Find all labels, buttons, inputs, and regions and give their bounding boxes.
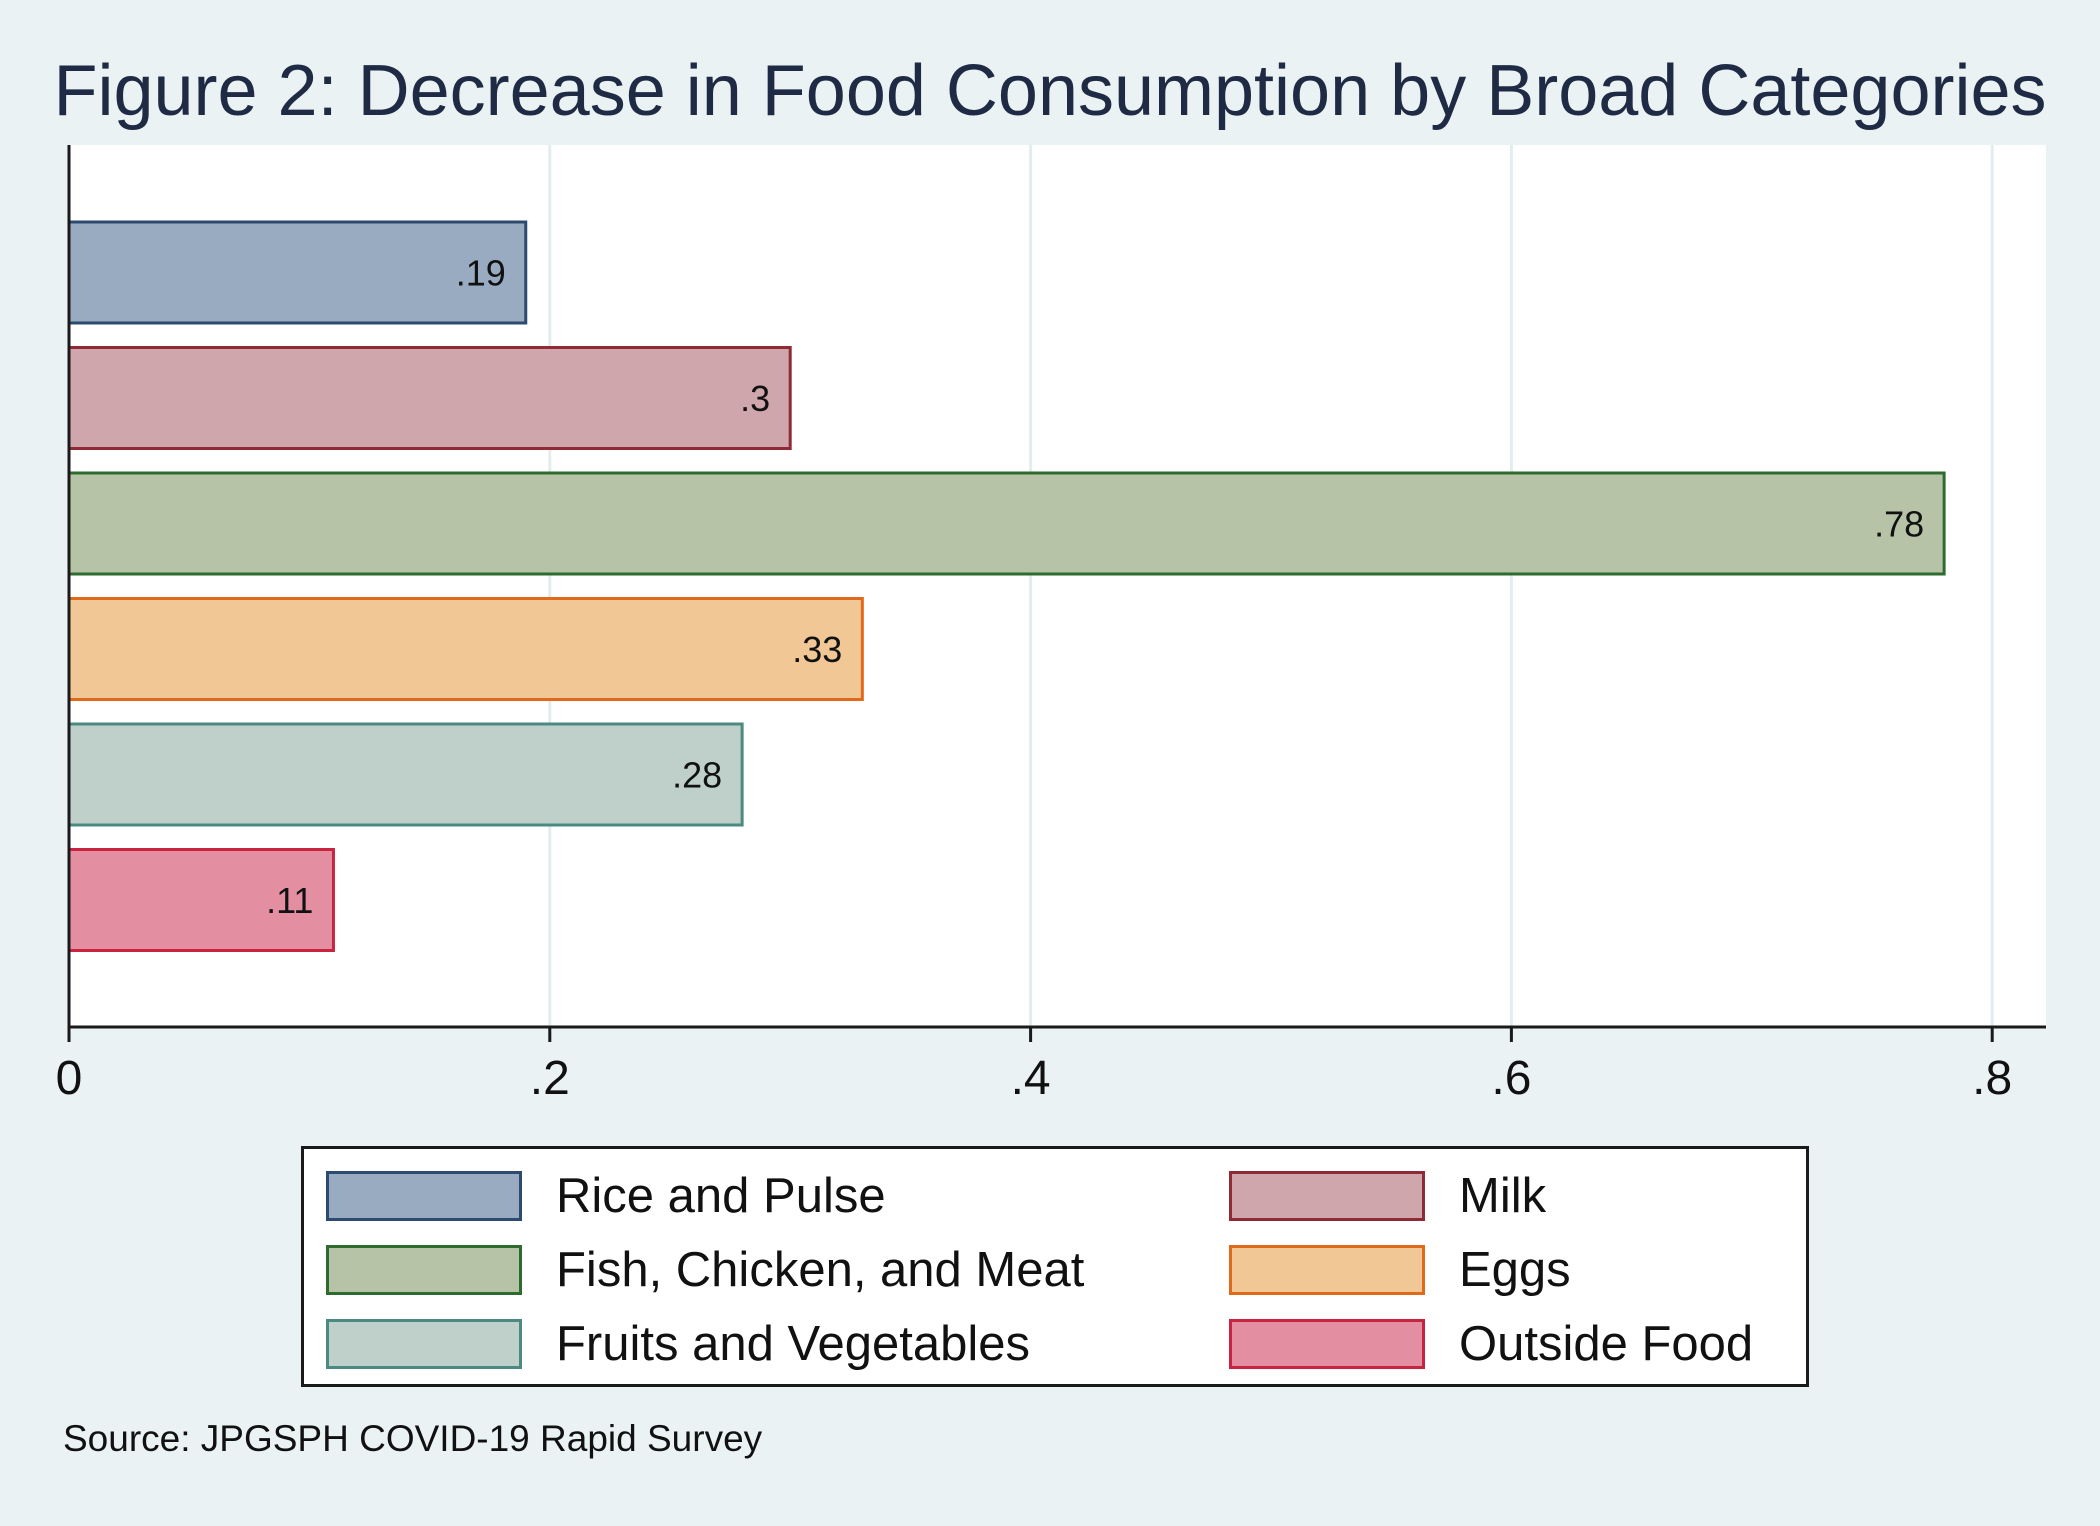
bar-value-label: .19 bbox=[456, 253, 506, 294]
chart-title: Figure 2: Decrease in Food Consumption b… bbox=[53, 51, 2047, 131]
axes bbox=[67, 145, 2046, 1029]
bar-value-label: .28 bbox=[672, 755, 722, 796]
x-tick-label: .2 bbox=[530, 1052, 570, 1105]
x-tick-label: .6 bbox=[1491, 1052, 1531, 1105]
legend-swatch bbox=[326, 1319, 522, 1369]
legend-swatch bbox=[1229, 1171, 1425, 1221]
grid-lines bbox=[548, 145, 1994, 1027]
legend-label: Fish, Chicken, and Meat bbox=[556, 1243, 1085, 1297]
legend-label: Milk bbox=[1459, 1169, 1547, 1223]
bar-fruits-and-vegetables bbox=[67, 722, 744, 827]
chart-plot: .19 .3 .78 .33 .28 .11 0 .2 .4 .6 .8 bbox=[56, 145, 2046, 1105]
x-tick-label: .8 bbox=[1972, 1052, 2012, 1105]
bar-fish-chicken-and-meat bbox=[67, 471, 1946, 576]
bars: .19 .3 .78 .33 .28 .11 bbox=[67, 220, 1946, 952]
legend-label: Rice and Pulse bbox=[556, 1169, 886, 1223]
bar-milk bbox=[67, 346, 792, 450]
bar-value-label: .11 bbox=[266, 880, 313, 921]
x-axis-ticks: 0 .2 .4 .6 .8 bbox=[56, 1027, 2012, 1105]
bar-outside-food bbox=[67, 848, 335, 952]
legend-label: Outside Food bbox=[1459, 1317, 1754, 1371]
legend-swatch bbox=[326, 1245, 522, 1295]
legend-swatch bbox=[326, 1171, 522, 1221]
bar-value-label: .3 bbox=[740, 378, 770, 419]
x-tick-label: 0 bbox=[56, 1052, 83, 1105]
legend-label: Fruits and Vegetables bbox=[556, 1317, 1030, 1371]
bar-eggs bbox=[67, 597, 864, 701]
bar-value-label: .78 bbox=[1874, 504, 1924, 545]
bar-rice-and-pulse bbox=[67, 220, 528, 325]
legend-label: Eggs bbox=[1459, 1243, 1571, 1297]
source-note: Source: JPGSPH COVID-19 Rapid Survey bbox=[63, 1418, 763, 1459]
bar-value-label: .33 bbox=[792, 629, 842, 670]
x-tick-label: .4 bbox=[1011, 1052, 1051, 1105]
legend-swatch bbox=[1229, 1245, 1425, 1295]
legend: Rice and Pulse Milk Fish, Chicken, and M… bbox=[301, 1146, 1809, 1387]
legend-swatch bbox=[1229, 1319, 1425, 1369]
